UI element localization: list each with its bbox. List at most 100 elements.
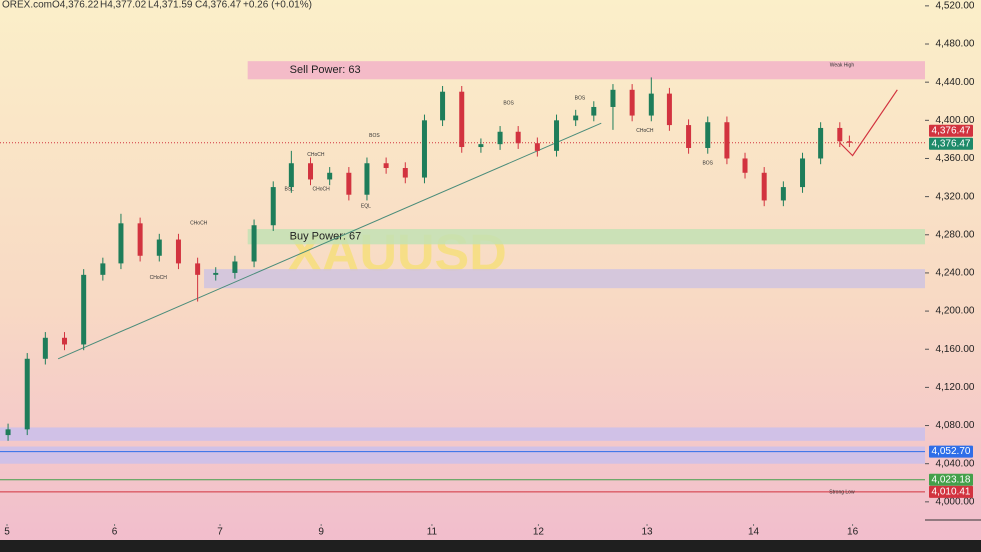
candle-body — [686, 125, 692, 148]
price-tag-box — [929, 137, 973, 150]
annotation: CHoCH — [307, 152, 325, 158]
annotation: Weak High — [830, 62, 855, 68]
candle-body — [534, 143, 540, 151]
zone — [204, 269, 925, 289]
candle-body — [251, 225, 257, 262]
candle-body — [440, 91, 446, 121]
price-tag-label: 4,052.70 — [932, 446, 971, 457]
price-tag-label: 4,010.41 — [932, 487, 971, 498]
header: OREX.com O4,376.22 H4,377.02 L4,371.59 C… — [2, 0, 312, 11]
y-tick-label: 4,360.00 — [936, 153, 975, 164]
zone — [0, 446, 926, 464]
price-tag-box — [929, 473, 973, 486]
price-tag: 4,052.70 — [929, 445, 973, 458]
candle-body — [666, 93, 672, 126]
candle-body — [118, 223, 124, 264]
price-tag-box — [929, 445, 973, 458]
price-tag-box — [929, 124, 973, 137]
zone — [0, 427, 926, 441]
bottom-bar — [0, 540, 981, 552]
candle-body — [175, 239, 181, 264]
annotation: CHoCH — [150, 275, 168, 281]
candle-body — [383, 163, 389, 169]
candle-body — [213, 272, 219, 275]
price-tag-label: 4,376.47 — [932, 125, 971, 136]
candle-body — [288, 163, 294, 188]
candle-body — [156, 239, 162, 256]
close: C4,376.47 — [195, 0, 242, 11]
x-tick-label: 7 — [217, 527, 223, 538]
x-tick-label: 13 — [641, 527, 653, 538]
source: OREX.com — [2, 0, 52, 11]
y-tick-label: 4,040.00 — [936, 458, 975, 469]
annotation: BSL — [284, 186, 294, 192]
candle-body — [591, 106, 597, 116]
candle-body — [402, 168, 408, 178]
candle-body — [780, 187, 786, 201]
candle-body — [573, 115, 579, 121]
price-tag-label: 4,023.18 — [932, 474, 971, 485]
x-tick-label: 12 — [533, 527, 545, 538]
y-tick-label: 4,000.00 — [936, 496, 975, 507]
price-tag-box — [929, 485, 973, 498]
x-tick-label: 16 — [847, 527, 859, 538]
candle-body — [42, 337, 48, 359]
candle-body — [346, 172, 352, 195]
candle-body — [742, 158, 748, 173]
x-tick-label: 14 — [748, 527, 760, 538]
y-tick-label: 4,400.00 — [936, 115, 975, 126]
annotation: EQL — [361, 203, 371, 209]
high: H4,377.02 — [100, 0, 147, 11]
change: +0.26 (+0.01%) — [243, 0, 312, 11]
candle-body — [515, 131, 521, 144]
candle-body — [705, 122, 711, 148]
zone-label: Sell Power: 63 — [290, 64, 361, 76]
annotation: BOS — [575, 96, 586, 102]
candle-body — [629, 89, 635, 116]
candle-body — [62, 337, 68, 345]
candle-body — [610, 89, 616, 107]
price-tag: 4,376.47 — [929, 137, 973, 150]
candle-body — [459, 91, 465, 148]
candle-body — [761, 172, 767, 201]
y-tick-label: 4,240.00 — [936, 268, 975, 279]
zone — [247, 61, 925, 80]
annotation: CHoCH — [313, 186, 331, 192]
annotation: BOS — [702, 161, 713, 167]
annotation: BOS — [369, 133, 380, 139]
annotation: CHoCH — [636, 128, 654, 134]
y-tick-label: 4,480.00 — [936, 39, 975, 50]
y-tick-label: 4,120.00 — [936, 382, 975, 393]
open: O4,376.22 — [52, 0, 99, 11]
candle-body — [364, 163, 370, 195]
candle-body — [837, 127, 843, 142]
x-tick-label: 5 — [4, 527, 10, 538]
low: L4,371.59 — [148, 0, 193, 11]
y-tick-label: 4,320.00 — [936, 191, 975, 202]
y-tick-label: 4,200.00 — [936, 306, 975, 317]
candle-body — [554, 120, 560, 151]
zone-label: Buy Power: 67 — [290, 231, 362, 243]
candle-body — [497, 131, 503, 145]
candle-body — [800, 158, 806, 188]
price-tag: 4,010.41 — [929, 485, 973, 498]
annotation: CHoCH — [190, 221, 208, 227]
zone — [247, 229, 925, 245]
candle-body — [5, 429, 11, 436]
candle-body — [308, 163, 314, 180]
y-tick-label: 4,160.00 — [936, 344, 975, 355]
candle-body — [818, 127, 824, 159]
price-tag: 4,023.18 — [929, 473, 973, 486]
candle-body — [478, 144, 484, 148]
candle-body — [81, 274, 87, 345]
candle-body — [232, 261, 238, 273]
x-tick-label: 6 — [112, 527, 118, 538]
candle-body — [24, 358, 30, 430]
y-tick-label: 4,440.00 — [936, 77, 975, 88]
candle-body — [421, 120, 427, 178]
candle-body — [724, 122, 730, 159]
candle-body — [846, 141, 852, 143]
candle-body — [648, 93, 654, 116]
candle-body — [137, 223, 143, 256]
